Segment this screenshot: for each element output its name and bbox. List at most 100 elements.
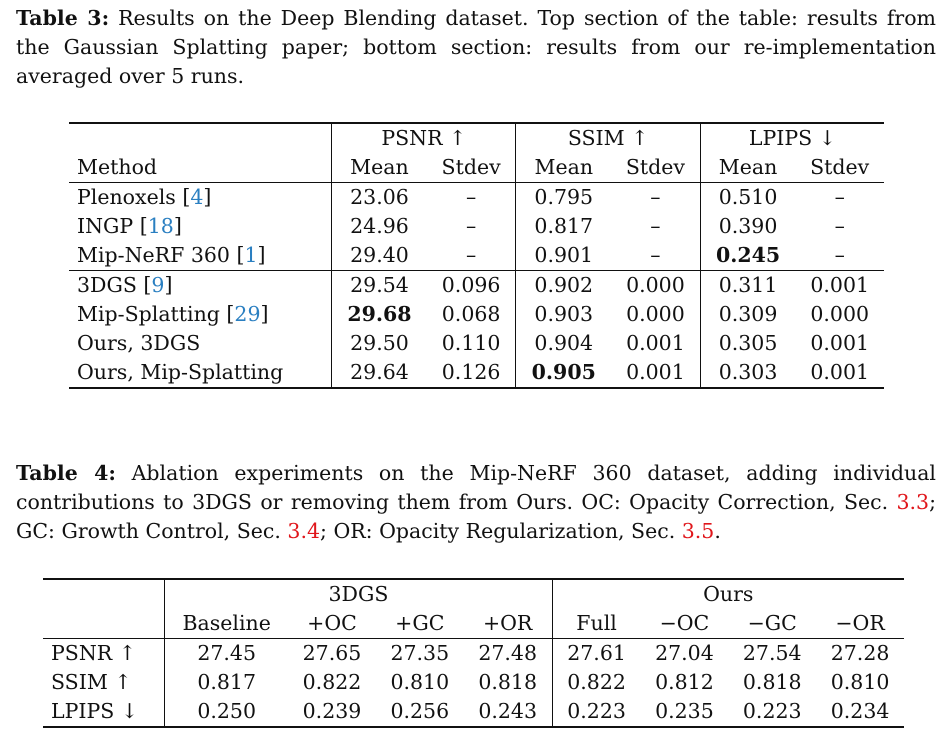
table3-subheader: Stdev — [611, 153, 701, 183]
table-cell: – — [650, 185, 661, 209]
table-cell: 0.311 — [699, 270, 796, 300]
table-row: SSIM ↑ 0.817 0.822 0.810 0.818 0.822 0.812 0.81… — [43, 668, 904, 697]
table-cell: – — [795, 241, 884, 271]
table-cell: 0.001 — [795, 358, 884, 389]
table-cell: 29.40 — [331, 241, 427, 271]
table4-caption-text: . — [714, 519, 721, 543]
table-cell: 0.239 — [288, 697, 376, 728]
section-ref-link[interactable]: 3.5 — [681, 519, 715, 543]
table-cell: 0.234 — [816, 697, 904, 728]
table4-body: PSNR ↑ 27.45 27.65 27.35 27.48 27.61 27.04 27.5… — [43, 638, 904, 728]
table-cell: 0.822 — [551, 668, 641, 697]
table-cell: 0.510 — [699, 182, 796, 212]
table-cell: 0.901 — [515, 241, 612, 271]
table-cell: 0.810 — [830, 670, 890, 694]
method-name: INGP [18] — [77, 214, 182, 238]
table3-group-ssim: SSIM ↑ — [515, 122, 701, 153]
table-cell: 27.61 — [551, 638, 641, 668]
table3-subheader: Mean — [515, 153, 612, 183]
metric-name: PSNR ↑ — [51, 641, 136, 665]
citation-link[interactable]: 4 — [190, 185, 204, 209]
citation-link[interactable]: 18 — [147, 214, 174, 238]
table-row: Ours, 3DGS 29.50 0.110 0.904 0.001 0.305 0.001 — [69, 329, 884, 358]
table4-subheader: −OC — [640, 609, 729, 639]
table4-subheader: Baseline — [164, 609, 289, 639]
table-cell: 29.54 — [331, 270, 427, 300]
table-cell: – — [465, 214, 477, 238]
table-cell: 27.65 — [302, 641, 362, 665]
table-cell: 0.256 — [375, 697, 464, 728]
table-cell: 0.096 — [441, 273, 501, 297]
table-cell: 0.000 — [626, 302, 685, 326]
table-cell: 0.110 — [441, 331, 501, 355]
table-cell: 0.817 — [164, 668, 289, 697]
table3-top-section: Plenoxels [4] 23.06–0.795–0.510– INGP [18]… — [69, 182, 884, 271]
table4-caption: Table 4: Ablation experiments on the Mip… — [16, 459, 936, 546]
table-cell: 0.818 — [478, 670, 537, 694]
method-label: Plenoxels — [77, 185, 176, 209]
table-cell: 0.810 — [390, 670, 450, 694]
table4-subheader: −OR — [816, 609, 904, 639]
table-cell: – — [611, 241, 701, 271]
table3-method-header: Method — [69, 153, 332, 183]
table4-caption-text: ; OR: Opacity Regularization, Sec. — [320, 519, 682, 543]
table3-caption-label: Table 3: — [16, 6, 110, 30]
method-name: Plenoxels [4] — [77, 185, 212, 209]
table3-group-lpips: LPIPS ↓ — [699, 122, 884, 153]
table-cell: 0.001 — [810, 273, 870, 297]
table4-caption-label: Table 4: — [16, 461, 116, 485]
table-cell: – — [834, 214, 845, 238]
table-cell: 0.822 — [302, 670, 362, 694]
table-cell: 27.48 — [478, 641, 537, 665]
table4-group-3dgs: 3DGS — [164, 578, 553, 609]
table-cell: 27.35 — [390, 641, 450, 665]
table-row: PSNR ↑ 27.45 27.65 27.35 27.48 27.61 27.04 27.5… — [43, 638, 904, 668]
table-cell: 0.001 — [626, 331, 685, 355]
table-cell: 0.795 — [515, 182, 612, 212]
table-cell: 0.000 — [810, 302, 870, 326]
table4-group-ours: Ours — [551, 578, 904, 609]
table-cell: 0.309 — [699, 300, 796, 329]
table-row: Mip-Splatting [29] 29.68 0.068 0.903 0.000 0.… — [69, 300, 884, 329]
citation-link[interactable]: 29 — [234, 302, 261, 326]
table3-caption: Table 3: Results on the Deep Blending da… — [16, 4, 936, 91]
table4-subheader: +GC — [375, 609, 464, 639]
table4-subheader: +OC — [288, 609, 376, 639]
table-cell: 0.126 — [426, 358, 516, 389]
table3-subheader: Mean — [699, 153, 796, 183]
table-cell: 27.45 — [164, 638, 289, 668]
metric-name: LPIPS ↓ — [43, 697, 165, 728]
table-row: Mip-NeRF 360 [1] 29.40–0.901–0.245– — [69, 241, 884, 271]
citation-link[interactable]: 9 — [151, 273, 165, 297]
table-cell: 0.243 — [463, 697, 553, 728]
table-cell: 29.64 — [331, 358, 427, 389]
table-cell: 0.245 — [699, 241, 796, 271]
table3-bottom-section: 3DGS [9] 29.54 0.096 0.902 0.000 0.311 0.001 Mi… — [69, 270, 884, 389]
table-cell: 0.250 — [164, 697, 289, 728]
method-name: Ours, Mip-Splatting — [69, 358, 332, 389]
table-cell: 24.96 — [331, 212, 427, 241]
table4-subheader: −GC — [728, 609, 817, 639]
table-cell: 27.54 — [742, 641, 802, 665]
table-cell: 27.04 — [655, 641, 714, 665]
table3-subheader: Mean — [331, 153, 427, 183]
table-cell: 0.001 — [810, 331, 870, 355]
table-cell: 27.28 — [830, 641, 890, 665]
table-cell: 0.000 — [626, 273, 685, 297]
table-cell: – — [426, 241, 516, 271]
section-ref-link[interactable]: 3.4 — [287, 519, 321, 543]
table-row: Ours, Mip-Splatting 29.64 0.126 0.905 0.001 0… — [69, 358, 884, 389]
table-cell: 0.305 — [699, 329, 796, 358]
citation-link[interactable]: 1 — [244, 243, 258, 267]
section-ref-link[interactable]: 3.3 — [896, 490, 930, 514]
table-row: 3DGS [9] 29.54 0.096 0.902 0.000 0.311 0.001 — [69, 270, 884, 300]
table3-group-psnr: PSNR ↑ — [331, 122, 516, 153]
table-cell: 0.390 — [699, 212, 796, 241]
table-cell: 0.223 — [728, 697, 817, 728]
table4-caption-text: ; GC: Growth Control, Sec. — [16, 490, 936, 543]
table-cell: – — [465, 185, 477, 209]
table-row: LPIPS ↓ 0.250 0.239 0.256 0.243 0.223 0.235 0.2… — [43, 697, 904, 728]
table4-subheader: +OR — [463, 609, 553, 639]
table3: PSNR ↑ SSIM ↑ LPIPS ↓ Method Mean Stdev … — [69, 122, 884, 389]
table-cell: 0.905 — [515, 358, 612, 389]
